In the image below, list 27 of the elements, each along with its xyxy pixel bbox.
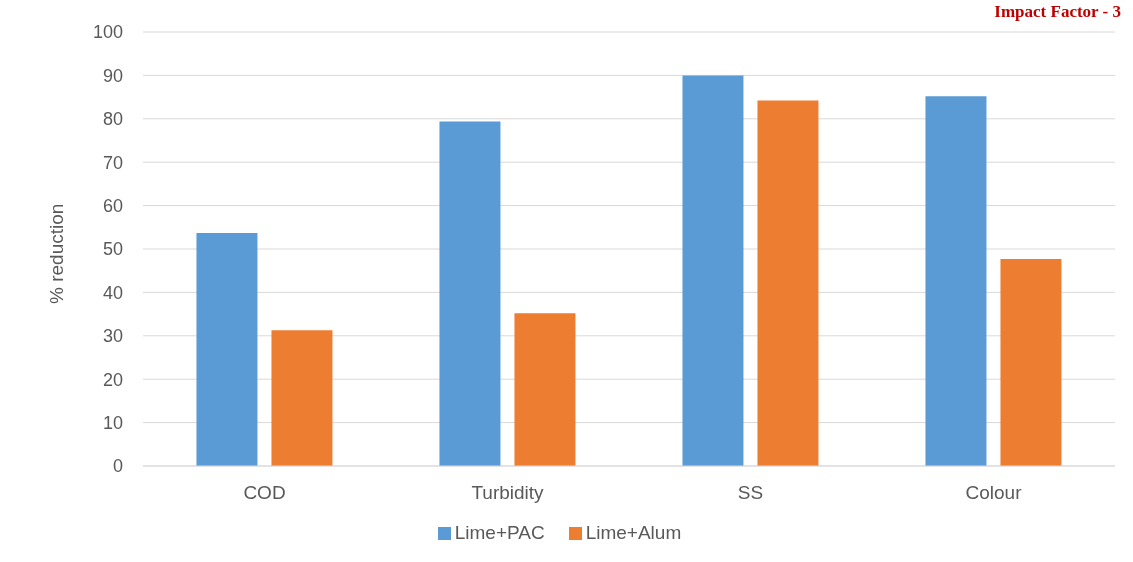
y-tick-label: 20 <box>102 369 123 390</box>
bar <box>196 232 258 466</box>
y-tick-label: 40 <box>102 282 123 303</box>
y-tick-label: 90 <box>102 65 123 86</box>
x-tick-label: Turbidity <box>471 482 545 504</box>
y-tick-label: 60 <box>102 195 123 216</box>
bar <box>925 96 987 466</box>
bar <box>271 330 333 466</box>
x-tick-label: Colour <box>965 482 1023 504</box>
x-tick-label: COD <box>243 482 286 504</box>
bar <box>682 75 744 466</box>
y-tick-label: 70 <box>102 152 123 173</box>
y-tick-label: 100 <box>92 22 123 43</box>
text: Impact Factor - 3 <box>994 2 1121 22</box>
bar <box>514 313 576 466</box>
y-tick-label: 10 <box>102 412 123 433</box>
y-axis-title: % reduction <box>45 203 67 304</box>
x-tick-label: SS <box>737 482 764 504</box>
y-tick-label: 0 <box>112 456 123 477</box>
y-tick-label: 30 <box>102 326 123 347</box>
bar <box>1000 258 1062 466</box>
legend-label: Lime+Alum <box>585 522 682 543</box>
y-tick-label: 50 <box>102 239 123 260</box>
bar <box>757 100 819 466</box>
bar <box>439 121 501 466</box>
y-tick-label: 80 <box>102 109 123 130</box>
legend-label: Lime+PAC <box>454 522 545 543</box>
